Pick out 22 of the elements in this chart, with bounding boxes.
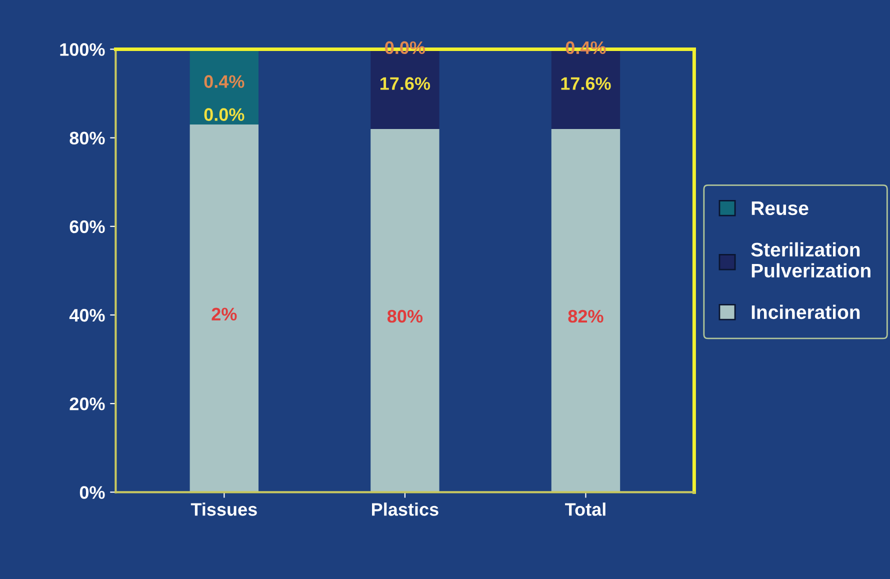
bar — [190, 124, 259, 492]
legend-label: Sterilization Pulverization — [751, 242, 870, 278]
annotation: 17.6% — [380, 77, 430, 90]
annotation: 80% — [387, 310, 423, 323]
bar — [370, 128, 440, 492]
x-tick-label: Total — [565, 502, 606, 516]
legend-label: Incineration — [752, 304, 860, 320]
y-tick-label: 60% — [70, 220, 105, 234]
bar — [551, 128, 620, 492]
legend-label: Reuse — [752, 202, 808, 216]
y-tick-label: 20% — [70, 397, 105, 410]
x-tick-label: Tissues — [190, 502, 257, 516]
annotation: 0.4% — [204, 75, 244, 88]
y-tick-label: 80% — [70, 132, 105, 145]
annotation: 17.6% — [561, 77, 611, 90]
y-tick-label: 0% — [80, 486, 105, 499]
annotation: 2% — [212, 308, 237, 320]
y-tick-label: 100% — [60, 43, 105, 56]
x-tick-label: Plastics — [372, 502, 438, 516]
annotation: 82% — [568, 310, 604, 323]
y-tick-label: 40% — [69, 308, 105, 322]
annotation: 0.0% — [204, 108, 244, 121]
